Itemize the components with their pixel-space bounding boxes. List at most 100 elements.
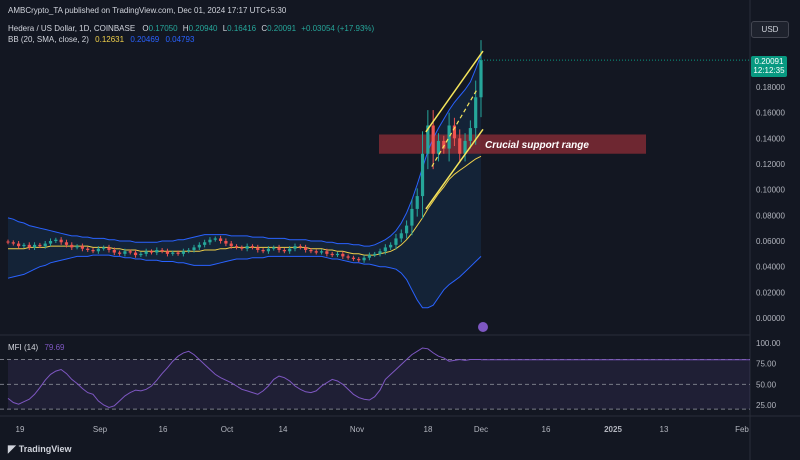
candle-body bbox=[335, 253, 340, 256]
price-tick-label: 0.10000 bbox=[756, 186, 785, 195]
candle-body bbox=[144, 251, 148, 254]
time-tick-label: Feb bbox=[735, 425, 749, 434]
bb-upper-value: 0.20469 bbox=[130, 35, 160, 44]
candle-body bbox=[155, 249, 159, 253]
high-value: 0.20940 bbox=[188, 24, 218, 33]
bb-label: BB (20, SMA, close, 2) bbox=[8, 35, 89, 44]
mfi-label: MFI (14) bbox=[8, 343, 39, 352]
channel-mid-line bbox=[431, 89, 478, 167]
channel-lower-line bbox=[425, 128, 484, 210]
candle-body bbox=[357, 258, 361, 261]
price-tick-label: 0.14000 bbox=[756, 134, 785, 143]
mfi-tick-label: 50.00 bbox=[756, 380, 777, 389]
candle-body bbox=[187, 249, 191, 252]
price-tick-label: 0.08000 bbox=[756, 211, 785, 220]
candle-body bbox=[107, 247, 111, 250]
candle-body bbox=[420, 153, 425, 197]
close-value: 0.20091 bbox=[267, 24, 297, 33]
candle-body bbox=[256, 247, 260, 250]
candle-body bbox=[367, 255, 371, 258]
support-zone-label: Crucial support range bbox=[485, 140, 589, 151]
change-value: +0.03054 (+17.93%) bbox=[301, 24, 375, 33]
price-tick-label: 0.12000 bbox=[756, 160, 785, 169]
candle-body bbox=[91, 249, 95, 252]
candle-body bbox=[394, 238, 398, 245]
low-value: 0.16416 bbox=[227, 24, 257, 33]
candle-body bbox=[38, 244, 42, 247]
candle-body bbox=[330, 253, 334, 256]
candle-body bbox=[346, 256, 350, 258]
candle-body bbox=[160, 249, 164, 252]
tradingview-logo: ◤ TradingView bbox=[8, 444, 72, 455]
candle-body bbox=[6, 241, 10, 243]
candle-body bbox=[261, 249, 265, 252]
candle-body bbox=[458, 138, 462, 154]
price-tick-label: 0.00000 bbox=[756, 314, 785, 323]
last-price-value: 0.20091 bbox=[754, 57, 784, 66]
candle-body bbox=[75, 246, 79, 248]
candle-body bbox=[192, 247, 196, 250]
price-tick-label: 0.04000 bbox=[756, 263, 785, 272]
open-value: 0.17050 bbox=[148, 24, 178, 33]
bb-lower-line bbox=[7, 254, 482, 309]
support-zone-rect bbox=[379, 134, 646, 154]
legend-bb: BB (20, SMA, close, 2) 0.12631 0.20469 0… bbox=[8, 35, 194, 44]
time-tick-label: 19 bbox=[16, 425, 25, 434]
candle-body bbox=[389, 244, 393, 248]
time-tick-label: 13 bbox=[660, 425, 669, 434]
candle-body bbox=[32, 244, 37, 248]
tradingview-brand: TradingView bbox=[18, 444, 72, 454]
candle-body bbox=[383, 247, 387, 252]
price-tick-label: 0.16000 bbox=[756, 109, 785, 118]
candle-body bbox=[293, 246, 297, 249]
candle-body bbox=[102, 247, 106, 249]
candle-body bbox=[266, 248, 271, 252]
candle-body bbox=[70, 244, 74, 248]
time-tick-label: 16 bbox=[159, 425, 168, 434]
open-label: O bbox=[142, 24, 149, 33]
low-label: L bbox=[222, 24, 228, 33]
event-lightning-icon bbox=[478, 322, 488, 332]
time-tick-label: 14 bbox=[279, 425, 288, 434]
bb-upper-line bbox=[7, 54, 482, 247]
candle-body bbox=[463, 140, 467, 154]
candle-body bbox=[128, 251, 132, 253]
channel-upper-line bbox=[425, 50, 484, 133]
last-price-tag: 0.20091 12:12:35 bbox=[751, 56, 787, 77]
candle-body bbox=[351, 257, 356, 259]
candle-body bbox=[48, 241, 53, 244]
candle-body bbox=[133, 252, 138, 256]
candle-body bbox=[426, 125, 430, 154]
bollinger-band-lines bbox=[7, 54, 482, 309]
mfi-value: 79.69 bbox=[44, 343, 65, 352]
bb-basis-line bbox=[8, 155, 482, 256]
currency-button[interactable]: USD bbox=[751, 21, 789, 38]
bollinger-band-area bbox=[8, 54, 481, 308]
candle-body bbox=[309, 249, 313, 252]
bb-lower-value: 0.04793 bbox=[165, 35, 195, 44]
candle-body bbox=[245, 246, 249, 249]
candle-body bbox=[404, 225, 409, 234]
candle-body bbox=[165, 251, 170, 254]
tv-logo-icon: ◤ bbox=[8, 444, 16, 455]
candle-body bbox=[442, 140, 446, 149]
channel-lines bbox=[425, 50, 488, 332]
time-tick-label: Oct bbox=[221, 425, 234, 434]
candle-body bbox=[234, 246, 239, 248]
price-tick-label: 0.02000 bbox=[756, 288, 785, 297]
mfi-line bbox=[7, 347, 481, 409]
bb-basis-value: 0.12631 bbox=[95, 35, 125, 44]
candle-body bbox=[203, 242, 207, 245]
candle-body bbox=[298, 246, 302, 248]
candle-body bbox=[325, 251, 329, 254]
candle-body bbox=[362, 257, 366, 261]
candle-body bbox=[17, 243, 21, 247]
candle-body bbox=[218, 238, 223, 241]
mfi-tick-label: 100.00 bbox=[756, 339, 781, 348]
candle-body bbox=[80, 246, 85, 249]
candle-body bbox=[378, 251, 382, 254]
candle-body bbox=[341, 253, 345, 257]
high-label: H bbox=[182, 24, 189, 33]
candle-body bbox=[282, 249, 286, 252]
